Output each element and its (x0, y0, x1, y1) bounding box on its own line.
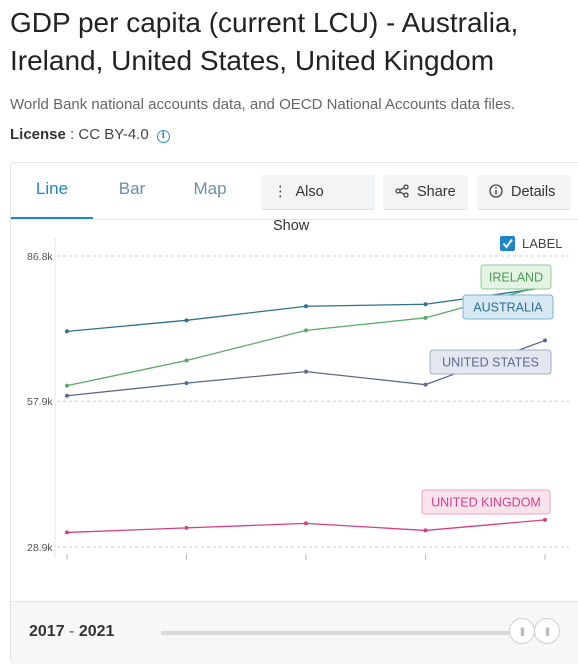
license-line: License : CC BY-4.0 i (10, 126, 170, 143)
page-title: GDP per capita (current LCU) - Australia… (10, 7, 519, 76)
data-point (543, 338, 547, 343)
y-tick-label: 86.8k (27, 251, 53, 263)
data-point (304, 521, 308, 526)
data-point (65, 329, 69, 334)
license-label: License (10, 126, 66, 143)
line-chart: 28.9k 57.9k 86.8k AUSTRALIA IRELAND UNITED ST… (27, 236, 569, 560)
series-label: IRELAND (489, 271, 543, 285)
data-point (304, 369, 308, 374)
data-point (184, 525, 189, 530)
data-point (423, 528, 428, 533)
range-label: 2017 - 2021 (29, 623, 114, 641)
label-toggle-text: LABEL (522, 236, 562, 251)
data-point (304, 304, 308, 309)
series-label: AUSTRALIA (473, 301, 543, 315)
data-point (423, 302, 428, 307)
chart-card: Line Bar Map ⋮ Also Show Share (10, 162, 578, 664)
data-point (184, 358, 189, 363)
range-end: 2021 (78, 623, 115, 640)
series-label-box (480, 264, 552, 290)
y-tick-label: 28.9k (27, 542, 53, 554)
info-circle-icon[interactable]: i (156, 130, 170, 143)
series-label: UNITED KINGDOM (431, 496, 541, 510)
tab-line[interactable]: Line (11, 163, 93, 219)
details-button[interactable]: Details (477, 175, 571, 209)
series-label-box (429, 349, 552, 375)
tab-map[interactable]: Map (193, 179, 227, 198)
data-point (423, 315, 428, 320)
range-footer: 2017 - 2021 ||| ||| (11, 601, 578, 664)
data-point (184, 318, 189, 323)
slider-handle-end[interactable]: ||| (534, 618, 560, 644)
data-point (65, 383, 69, 388)
source-note: World Bank national accounts data, and O… (10, 96, 516, 113)
data-point (423, 382, 428, 387)
data-point (184, 381, 189, 386)
tab-bar[interactable]: Bar (118, 179, 146, 198)
share-button[interactable]: Share (383, 175, 468, 209)
also-show-label: Also Show (273, 184, 324, 234)
chart-tabs: Line Bar Map ⋮ Also Show Share (11, 163, 578, 234)
details-label: Details (511, 184, 556, 200)
check-icon (502, 238, 513, 249)
data-point (65, 530, 69, 535)
label-checkbox[interactable] (500, 236, 515, 251)
slider-handle-start[interactable]: ||| (509, 618, 535, 644)
y-tick-label: 57.9k (27, 396, 53, 408)
year-slider-track[interactable] (161, 631, 546, 635)
info-circle-icon (489, 175, 503, 209)
also-show-button[interactable]: ⋮ Also Show (261, 175, 375, 234)
share-icon (395, 175, 409, 209)
vertical-dots-icon: ⋮ (273, 184, 288, 200)
data-point (304, 328, 308, 333)
data-point (543, 517, 547, 522)
series-label-box (462, 294, 554, 320)
series-label-box (421, 489, 551, 515)
range-separator: - (69, 623, 75, 640)
series-label: UNITED STATES (442, 356, 539, 370)
data-point (65, 393, 69, 398)
share-label: Share (417, 184, 456, 200)
license-value: : CC BY-4.0 (65, 126, 149, 143)
range-start: 2017 (29, 623, 65, 640)
